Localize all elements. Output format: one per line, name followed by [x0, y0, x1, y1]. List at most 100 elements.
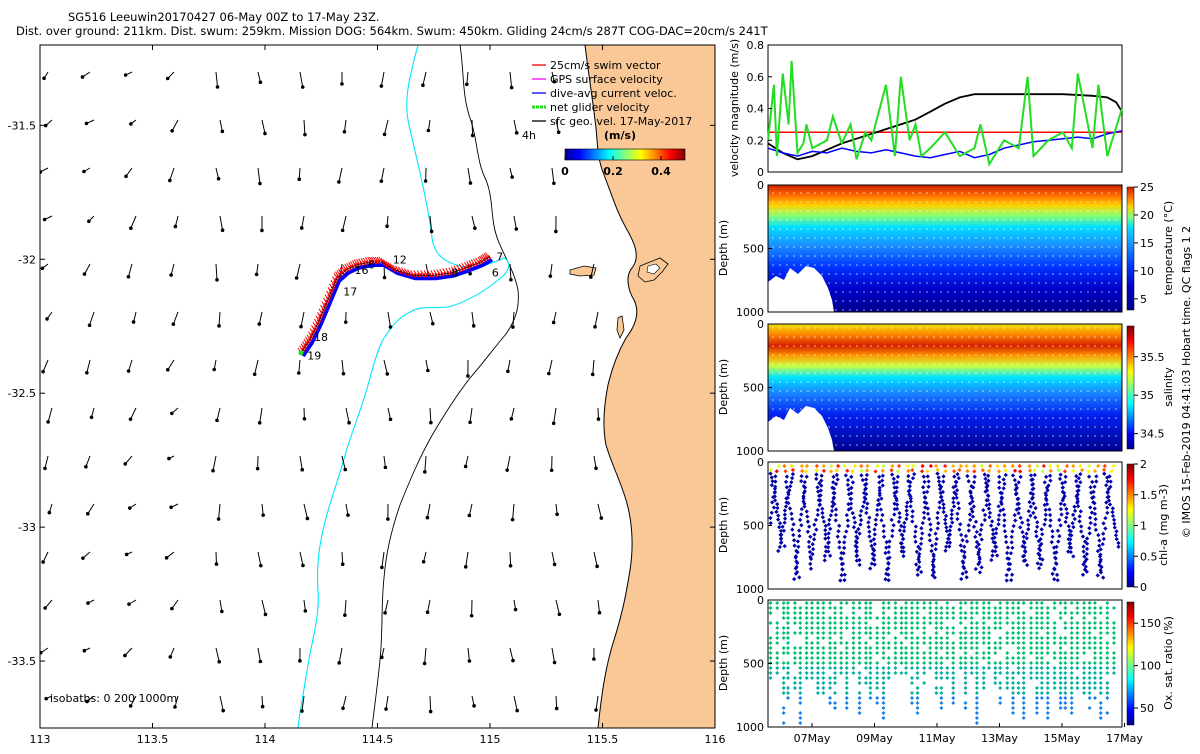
- geo-arrowhead: [555, 513, 559, 517]
- geo-arrowhead: [257, 322, 261, 326]
- day-label: 18: [314, 331, 328, 344]
- geo-arrowhead: [165, 556, 169, 560]
- date-tick-label: 11May: [919, 732, 956, 745]
- geo-arrowhead: [166, 77, 170, 81]
- geo-arrowhead: [170, 129, 174, 133]
- geo-arrow: [472, 120, 473, 135]
- cbar-tick-label: 20: [1140, 209, 1154, 222]
- cbar-tick-label: 0: [1140, 581, 1147, 594]
- geo-arrowhead: [468, 514, 472, 518]
- geo-arrowhead: [427, 129, 431, 133]
- depth-tick-label: 500: [743, 520, 764, 533]
- track-start: [299, 351, 304, 356]
- depth-tick-label: 0: [757, 179, 764, 192]
- geo-arrowhead: [552, 321, 556, 325]
- geo-arrowhead: [169, 273, 173, 277]
- figure-title: SG516 Leeuwin20170427 06-May 00Z to 17-M…: [68, 10, 380, 24]
- geo-arrowhead: [380, 656, 384, 660]
- geo-arrowhead: [297, 177, 301, 181]
- depth-tick-label: 0: [757, 456, 764, 469]
- geo-arrowhead: [215, 419, 219, 423]
- geo-arrowhead: [466, 374, 470, 378]
- map-ytick-label: -33.5: [8, 655, 36, 668]
- geo-arrowhead: [264, 613, 268, 617]
- geo-arrowhead: [221, 709, 225, 713]
- geo-arrowhead: [221, 130, 225, 134]
- geo-arrowhead: [423, 662, 427, 666]
- geo-arrowhead: [129, 226, 133, 230]
- geo-arrowhead: [343, 613, 347, 617]
- geo-arrowhead: [170, 412, 174, 416]
- geo-arrowhead: [511, 659, 515, 663]
- geo-arrowhead: [384, 707, 388, 711]
- geo-arrowhead: [127, 602, 131, 606]
- geo-arrowhead: [41, 370, 45, 374]
- geo-arrowhead: [341, 562, 345, 566]
- geo-arrowhead: [259, 564, 263, 568]
- chlorophyll-ylabel: Depth (m): [717, 497, 730, 553]
- cbar-tick-label: 10: [1140, 265, 1154, 278]
- cbar-tick-label: 5: [1140, 293, 1147, 306]
- cbar-tick-label: 0.5: [1140, 550, 1158, 563]
- geo-arrowhead: [301, 564, 305, 568]
- depth-tick-label: 1000: [736, 721, 764, 734]
- geo-arrowhead: [468, 421, 472, 425]
- geo-arrowhead: [84, 465, 88, 469]
- geo-arrowhead: [217, 660, 221, 664]
- geo-arrowhead: [515, 131, 519, 135]
- oxygen-colorbar: [1127, 602, 1134, 725]
- geo-arrowhead: [510, 175, 514, 179]
- chlorophyll-cbar-label: chl-a (mg m-3): [1157, 484, 1170, 566]
- geo-arrowhead: [337, 661, 341, 665]
- geo-arrowhead: [221, 228, 225, 232]
- geo-arrowhead: [166, 368, 170, 372]
- geo-arrowhead: [380, 566, 384, 570]
- cbar-tick-label: 150: [1140, 617, 1161, 630]
- geo-arrowhead: [81, 75, 85, 79]
- geo-arrowhead: [215, 562, 219, 566]
- geo-arrowhead: [306, 517, 310, 521]
- geo-arrowhead: [423, 470, 427, 474]
- geo-arrowhead: [600, 516, 604, 520]
- day-label: 7: [496, 251, 503, 264]
- date-tick-label: 15May: [1044, 732, 1081, 745]
- geo-arrowhead: [347, 421, 351, 425]
- geo-arrowhead: [511, 518, 515, 522]
- geo-arrowhead: [422, 560, 426, 564]
- map-xtick-label: 115.5: [587, 733, 619, 746]
- geo-arrowhead: [509, 564, 513, 568]
- geo-arrowhead: [43, 467, 47, 471]
- day-label: 17: [343, 285, 357, 298]
- geo-arrowhead: [552, 182, 556, 186]
- velocity-ytick-label: 0.2: [747, 134, 765, 147]
- geo-arrowhead: [558, 612, 562, 616]
- geo-arrowhead: [220, 610, 224, 614]
- temperature-colorbar: [1127, 187, 1134, 310]
- day-label: 8: [451, 267, 458, 280]
- geo-arrowhead: [593, 325, 597, 329]
- velocity-panel: 00.20.40.60.8 velocity magnitude (m/s): [728, 39, 1122, 179]
- geo-arrowhead: [591, 373, 595, 377]
- day-label: 19: [307, 350, 321, 363]
- geo-arrowhead: [597, 417, 601, 421]
- map-ytick-label: -32: [18, 253, 36, 266]
- velocity-ylabel: velocity magnitude (m/s): [728, 39, 741, 177]
- depth-tick-label: 0: [757, 594, 764, 607]
- day-label: 6: [492, 267, 499, 280]
- geo-arrowhead: [41, 267, 45, 271]
- geo-arrowhead: [553, 661, 557, 665]
- cbar-tick-label: 2: [1140, 458, 1147, 471]
- depth-tick-label: 500: [743, 382, 764, 395]
- cbar-tick-label: 25: [1140, 181, 1154, 194]
- geo-arrowhead: [298, 659, 302, 663]
- geo-arrowhead: [83, 272, 87, 276]
- geo-arrowhead: [429, 421, 433, 425]
- geo-arrowhead: [465, 83, 469, 87]
- geo-arrowhead: [83, 649, 87, 653]
- geo-arrowhead: [300, 226, 304, 230]
- day-label: 16: [355, 264, 369, 277]
- geo-arrowhead: [256, 467, 260, 471]
- geo-arrowhead: [259, 660, 263, 664]
- geo-arrowhead: [555, 707, 559, 711]
